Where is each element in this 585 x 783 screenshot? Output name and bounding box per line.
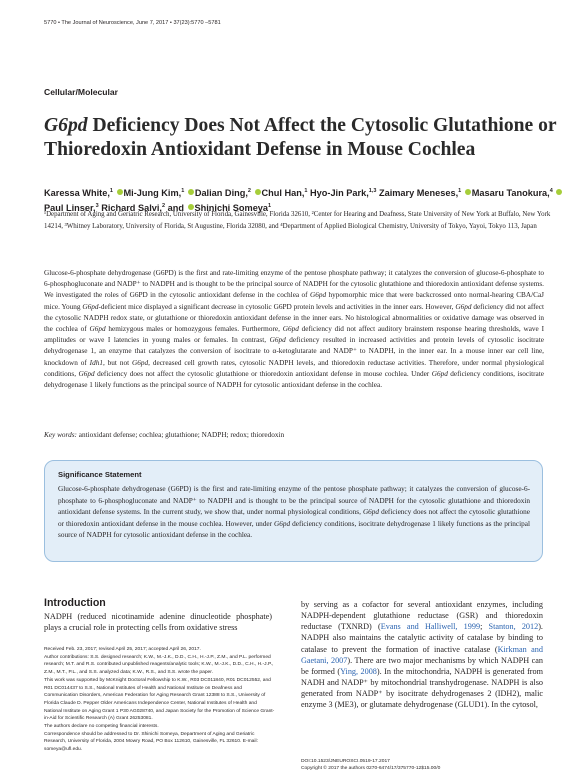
- author-affiliation-number: 1: [268, 203, 272, 210]
- citation-link[interactable]: Ying, 2008: [340, 666, 377, 676]
- author-affiliation-number: 2: [247, 188, 251, 194]
- orcid-icon[interactable]: [556, 189, 563, 196]
- abstract-text: G6pd: [282, 325, 299, 334]
- footnote-line: The authors declare no competing financi…: [44, 724, 159, 730]
- affiliations: ¹Department of Aging and Geriatric Resea…: [44, 211, 551, 230]
- introduction-text: NADPH (reduced nicotinamide adenine dinu…: [44, 612, 272, 633]
- footnote-line: This work was supported by McKnight Doct…: [44, 677, 275, 722]
- abstract-text: deficiency does not affect the cytosolic…: [94, 369, 432, 378]
- abstract-text: Glucose-6-phosphate dehydrogenase (G6PD)…: [44, 269, 544, 289]
- abstract-text: hemizygous males or homozygous females. …: [105, 325, 283, 334]
- body-text: by serving as a cofactor for several ant…: [301, 600, 543, 632]
- abstract: Glucose-6-phosphate dehydrogenase (G6PD)…: [44, 268, 544, 391]
- article-title: G6pd Deficiency Does Not Affect the Cyto…: [44, 114, 564, 162]
- abstract-text: G6pd: [269, 336, 286, 345]
- keywords-text: antioxidant defense; cochlea; glutathion…: [76, 431, 285, 439]
- author-affiliation-number: 1,3: [368, 188, 377, 194]
- title-gene: G6pd: [44, 115, 88, 136]
- significance-text: Glucose-6-phosphate dehydrogenase (G6PD)…: [58, 484, 530, 542]
- keywords-label: Key words:: [44, 431, 77, 439]
- abstract-text: to NADPH, in the inner ear. In a mouse i…: [44, 347, 544, 367]
- citation-link[interactable]: Evans and Halliwell, 1999: [380, 622, 481, 632]
- abstract-text: to NADPH and is thought to be the princi…: [44, 280, 544, 300]
- orcid-icon[interactable]: [187, 204, 194, 211]
- author-name: Paul Linser,: [44, 203, 96, 214]
- footnotes: Received Feb. 23, 2017; revised April 25…: [44, 646, 276, 754]
- significance-segment: to NADPH and is thought to be the princi…: [58, 496, 530, 517]
- abstract-text: Idh1: [89, 358, 103, 367]
- author-name: Shinichi Someya: [194, 203, 269, 214]
- author-affiliation-number: 2: [161, 203, 166, 210]
- abstract-text: G6pd: [455, 302, 472, 311]
- author-affiliation-number: 3: [95, 203, 99, 210]
- abstract-text: , but not: [102, 358, 133, 367]
- orcid-icon[interactable]: [464, 189, 471, 196]
- abstract-text: -deficient mice displayed a significant …: [98, 302, 456, 311]
- body-text: ). NADPH also maintains the catalytic ac…: [301, 622, 543, 654]
- author-name: Masaru Tanokura,: [471, 188, 550, 199]
- citation-link[interactable]: Kirkman and Gaetani, 2007: [301, 644, 543, 665]
- body-text: ;: [480, 622, 489, 632]
- author-name: Zaimary Meneses,: [378, 188, 459, 199]
- section-label: Cellular/Molecular: [44, 87, 119, 97]
- orcid-icon[interactable]: [187, 189, 194, 196]
- author-name: Richard Salvi,: [101, 203, 162, 214]
- introduction-column-2: by serving as a cofactor for several ant…: [301, 599, 543, 711]
- abstract-text: G6pd: [132, 358, 149, 367]
- body-text: ). In the mitochondria, NADPH is generat…: [301, 666, 543, 710]
- significance-segment: Glucose-6-phosphate dehydrogenase (G6PD)…: [58, 485, 530, 505]
- abstract-text: deficiency resulted in increased activit…: [44, 336, 544, 356]
- copyright-line: Copyright © 2017 the authors 0270-6474/1…: [301, 766, 441, 772]
- significance-title: Significance Statement: [58, 470, 142, 479]
- author-affiliation-number: 1: [458, 188, 462, 194]
- significance-segment: deficiency conditions, isocitrate dehydr…: [58, 519, 530, 540]
- abstract-text: , decreased cell growth rates, cytosolic…: [44, 358, 544, 378]
- abstract-text: G6pd: [431, 369, 448, 378]
- significance-segment: G6pd: [362, 508, 380, 517]
- author-affiliation-number: 1: [109, 188, 113, 194]
- author-name: and: [167, 203, 184, 214]
- significance-segment: deficiency does not affect the cytosolic…: [58, 508, 530, 528]
- abstract-text: deficiency conditions, isocitrate dehydr…: [44, 369, 545, 390]
- author-affiliation-number: 1: [181, 188, 185, 194]
- abstract-text: G6pd: [89, 325, 106, 334]
- body-text: ). There are two major mechanisms by whi…: [301, 655, 543, 676]
- author-name: Dalian Ding,: [194, 188, 248, 199]
- author-name: Mi-Jung Kim,: [123, 188, 182, 199]
- footnote-line: Correspondence should be addressed to Dr…: [44, 731, 258, 753]
- abstract-text: ⁺: [136, 280, 141, 289]
- author-affiliation-number: 1: [304, 188, 308, 194]
- abstract-text: G6pd: [78, 369, 95, 378]
- title-rest: Deficiency Does Not Affect the Cytosolic…: [44, 115, 557, 160]
- citation-link[interactable]: Stanton, 2012: [488, 622, 539, 632]
- author-list: Karessa White,1 Mi-Jung Kim,1 Dalian Din…: [44, 185, 564, 215]
- abstract-text: deficiency did not affect auditory brain…: [44, 325, 544, 345]
- abstract-text: ⁺: [352, 347, 357, 356]
- abstract-text: deficiency did not affect the cytosolic …: [44, 302, 544, 334]
- running-head: 5770 • The Journal of Neuroscience, June…: [44, 20, 221, 26]
- introduction-heading: Introduction: [44, 597, 106, 609]
- orcid-icon[interactable]: [254, 189, 261, 196]
- author-name: Karessa White,: [44, 188, 110, 199]
- abstract-text: G6pd: [82, 302, 99, 311]
- significance-segment: G6pd: [274, 519, 291, 528]
- author-affiliation-number: 4: [549, 188, 553, 194]
- footnote-line: Received Feb. 23, 2017; revised April 25…: [44, 647, 201, 652]
- keywords: Key words: antioxidant defense; cochlea;…: [44, 431, 544, 439]
- author-name: Chul Han,: [261, 188, 305, 199]
- author-name: Hyo-Jin Park,: [310, 188, 369, 199]
- abstract-text: G6pd: [310, 291, 327, 300]
- doi-copyright: DOI:10.1523/JNEUROSCI.0519-17.2017 Copyr…: [301, 758, 440, 773]
- significance-segment: ⁺: [192, 496, 197, 505]
- doi-line: DOI:10.1523/JNEUROSCI.0519-17.2017: [301, 759, 390, 764]
- orcid-icon[interactable]: [116, 189, 123, 196]
- footnote-line: Author contributions: S.S. designed rese…: [44, 654, 274, 676]
- abstract-text: hypomorphic mice that were backcrossed o…: [44, 291, 544, 311]
- significance-box: [44, 460, 543, 562]
